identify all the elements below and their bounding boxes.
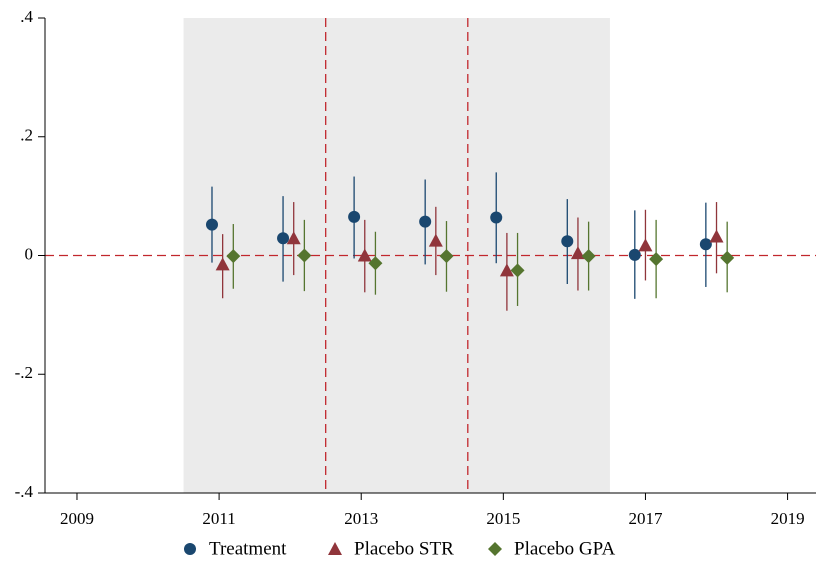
y-tick-label: 0 <box>25 244 34 263</box>
point <box>561 235 574 248</box>
point <box>570 246 585 260</box>
legend-label: Placebo STR <box>354 538 454 559</box>
y-tick-label: -.4 <box>15 482 34 501</box>
point <box>357 248 372 262</box>
x-tick-label: 2011 <box>202 509 235 528</box>
point <box>215 257 230 271</box>
x-tick-label: 2013 <box>344 509 378 528</box>
point <box>348 210 361 223</box>
legend-label: Treatment <box>209 538 287 559</box>
point <box>649 252 664 267</box>
legend-marker <box>184 543 196 555</box>
point <box>205 218 218 231</box>
x-tick-label: 2015 <box>486 509 520 528</box>
point <box>286 231 301 245</box>
point <box>638 238 653 252</box>
point <box>439 249 454 264</box>
point <box>499 263 514 277</box>
x-tick-label: 2019 <box>771 509 805 528</box>
point <box>428 233 443 247</box>
point <box>628 248 641 261</box>
y-tick-label: .4 <box>20 7 33 26</box>
legend-marker <box>488 542 502 556</box>
point <box>368 256 383 271</box>
x-tick-label: 2017 <box>628 509 663 528</box>
point <box>490 211 503 224</box>
point <box>277 232 290 245</box>
point <box>419 215 432 228</box>
point <box>226 249 241 264</box>
legend-marker <box>328 542 342 555</box>
point <box>510 263 525 278</box>
y-tick-label: -.2 <box>15 363 33 382</box>
legend-label: Placebo GPA <box>514 538 615 559</box>
point <box>581 249 596 264</box>
point <box>297 248 312 263</box>
point <box>720 250 735 265</box>
x-tick-label: 2009 <box>60 509 94 528</box>
point <box>709 229 724 243</box>
point <box>699 238 712 251</box>
y-tick-label: .2 <box>20 126 33 145</box>
